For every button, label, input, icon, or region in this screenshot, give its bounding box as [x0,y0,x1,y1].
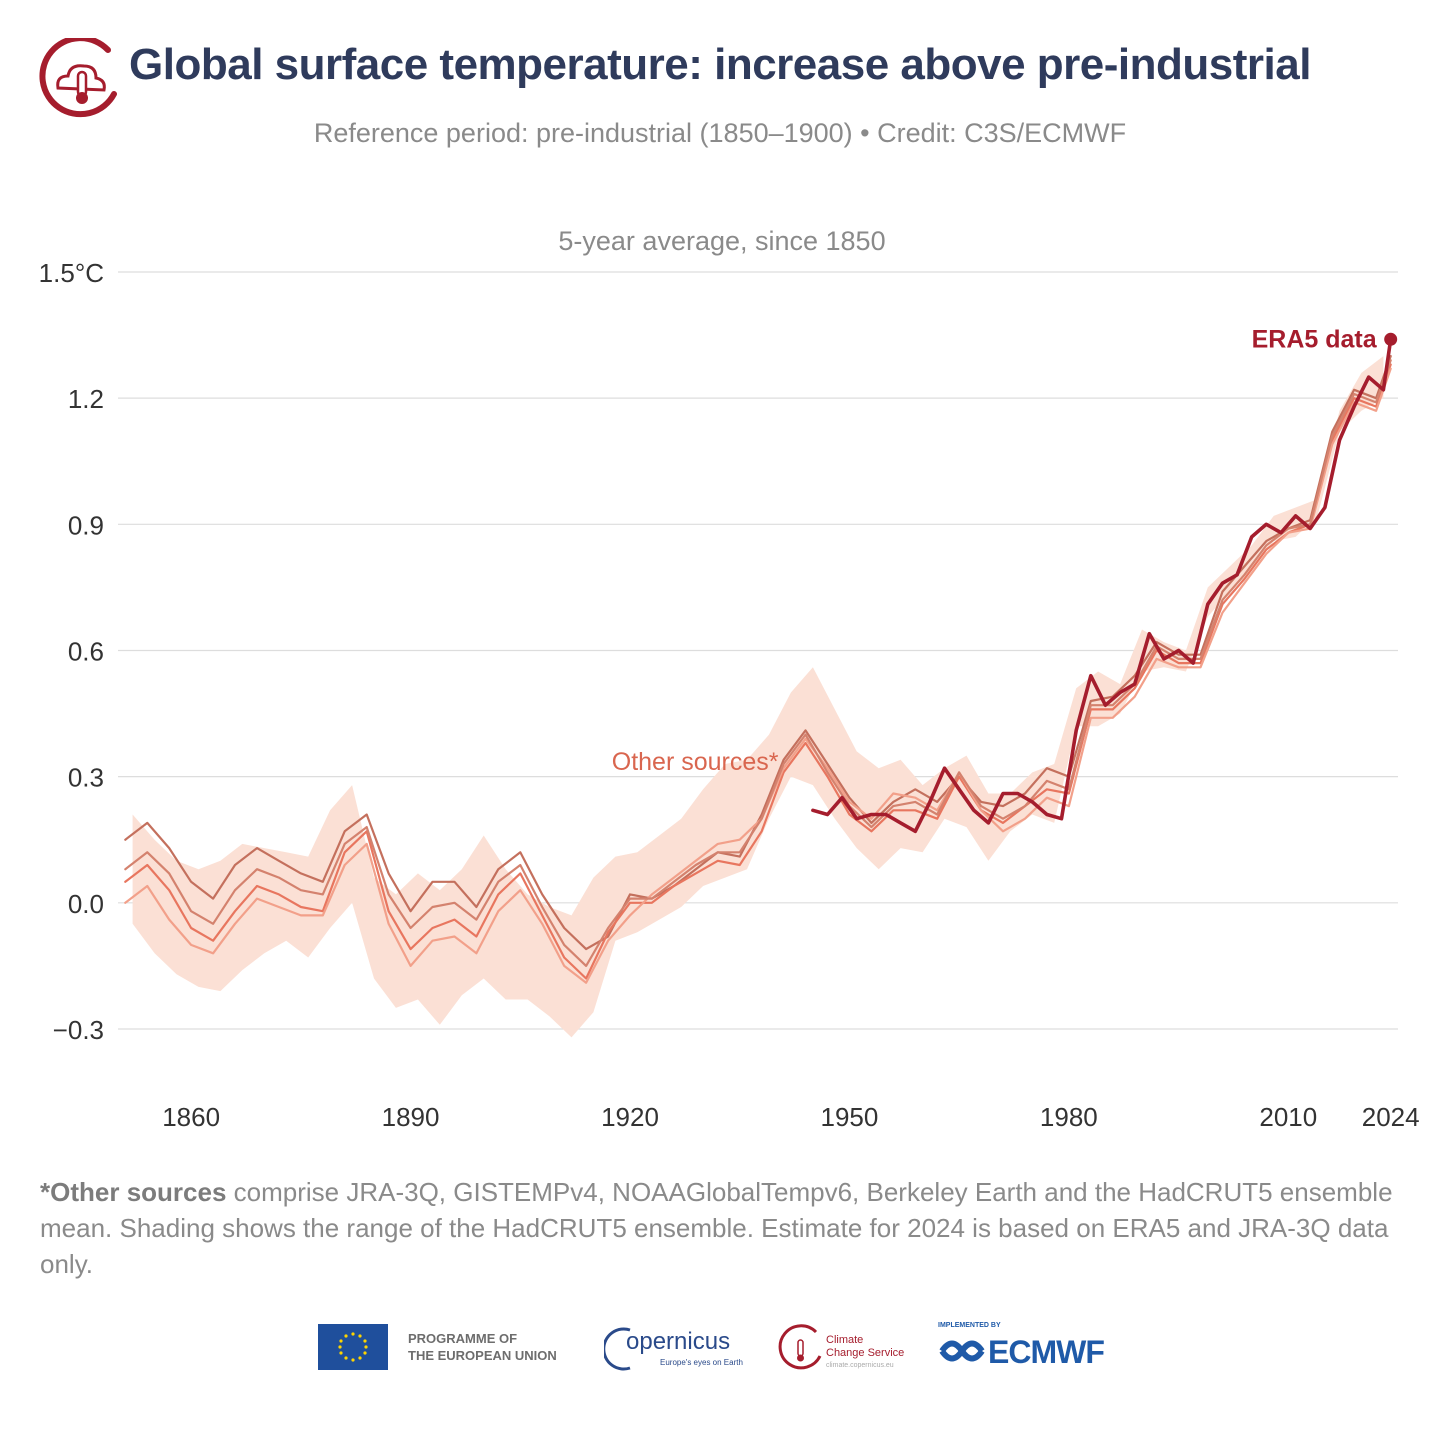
copernicus-c-icon [604,1327,631,1371]
x-tick-label: 1860 [162,1102,220,1132]
ensemble-range-shading [132,356,1384,1038]
eu-line-1: PROGRAMME OF [408,1331,518,1346]
chart-title: 5-year average, since 1850 [558,226,885,256]
x-tick-label: 1980 [1040,1102,1098,1132]
footnote-bold-term: Other sources [50,1177,227,1207]
chart: −0.3 0.0 0.3 0.6 0.9 1.2 1.5°C 1860 1890 1920 1950… [0,210,1440,1150]
x-tick-label: 1890 [382,1102,440,1132]
series-layer [124,332,1398,984]
x-tick-label: 2024 [1362,1102,1420,1132]
footnote: *Other sources comprise JRA-3Q, GISTEMPv… [40,1174,1400,1282]
x-tick-label: 2010 [1259,1102,1317,1132]
era5-annotation: ERA5 data [1252,325,1378,353]
copernicus-tagline: Europe's eyes on Earth [660,1358,743,1367]
label-layer: −0.3 0.0 0.3 0.6 0.9 1.2 1.5°C 1860 1890 1920 1950… [39,258,1420,1132]
c3s-url: climate.copernicus.eu [826,1362,894,1369]
page-subtitle: Reference period: pre-industrial (1850–1… [313,118,1127,148]
ecmwf-implemented-label: IMPLEMENTED BY [938,1322,1001,1329]
series-line-era5 [811,337,1393,834]
c3s-wordmark: Climate Change Service [826,1334,904,1360]
y-tick-label: −0.3 [53,1015,104,1045]
y-tick-label: 0.6 [68,636,104,666]
eu-programme-label: PROGRAMME OF THE EUROPEAN UNION [408,1330,557,1364]
ecmwf-wordmark: ECMWF [988,1334,1105,1370]
copernicus-wordmark: opernicus [626,1328,731,1355]
x-tick-label: 1920 [601,1102,659,1132]
y-tick-label: 0.0 [68,889,104,919]
c3s-line-2: Change Service [826,1347,905,1359]
c3s-line-1: Climate [826,1334,864,1346]
eu-flag-icon [318,1324,388,1370]
ecmwf-logo: IMPLEMENTED BY ECMWF [938,1322,1138,1374]
c3s-small-icon [778,1324,822,1370]
other-sources-annotation: Other sources* [612,748,779,776]
ecmwf-symbol-icon [939,1340,985,1362]
era5-endpoint-marker [1384,332,1398,346]
c3s-logo-icon [39,38,117,118]
y-tick-label: 1.2 [68,384,104,414]
c3s-partner-logo: Climate Change Service climate.copernicu… [778,1322,908,1374]
footnote-marker: * [40,1177,51,1207]
series-line-other_2 [124,363,1392,980]
y-tick-label: 1.5°C [39,258,104,288]
shading-layer [132,356,1384,1038]
y-tick-label: 0.9 [68,510,104,540]
chart-svg: −0.3 0.0 0.3 0.6 0.9 1.2 1.5°C 1860 1890 1920 1950… [39,226,1420,1132]
y-tick-label: 0.3 [68,763,104,793]
page-title: Global surface temperature: increase abo… [129,40,1311,89]
footnote-text: comprise JRA-3Q, GISTEMPv4, NOAAGlobalTe… [40,1177,1393,1279]
eu-line-2: THE EUROPEAN UNION [408,1348,557,1363]
x-tick-label: 1950 [821,1102,879,1132]
grid-layer [118,271,1398,1030]
copernicus-logo: opernicus Europe's eyes on Earth [604,1322,744,1374]
partner-logos: PROGRAMME OF THE EUROPEAN UNION opernicu… [0,1318,1440,1378]
